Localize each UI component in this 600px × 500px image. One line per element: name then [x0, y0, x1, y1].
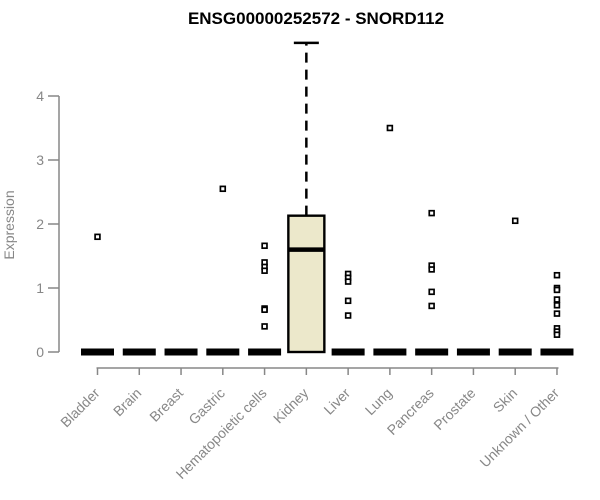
outlier-point — [261, 306, 268, 314]
outlier-point — [553, 271, 561, 279]
outlier-point — [511, 217, 519, 225]
x-tick-label: Breast — [146, 385, 186, 425]
collapsed-box-hematopoietic-cells — [248, 348, 282, 356]
collapsed-box-brain — [122, 348, 156, 356]
x-tick-label: Prostate — [430, 385, 478, 433]
y-tick-label: 2 — [36, 216, 44, 232]
outlier-point — [428, 302, 435, 310]
collapsed-box-breast — [164, 348, 198, 356]
outlier-point — [386, 124, 394, 132]
collapsed-box-prostate — [456, 348, 490, 356]
collapsed-box-liver — [331, 348, 365, 356]
y-tick-label: 3 — [36, 152, 44, 168]
outlier-point — [428, 209, 435, 217]
x-tick-label: Skin — [490, 385, 521, 416]
collapsed-box-gastric — [206, 348, 240, 356]
x-tick-label: Kidney — [270, 385, 312, 427]
box-kidney — [287, 214, 326, 354]
collapsed-box-bladder — [81, 348, 114, 356]
x-tick-label: Brain — [110, 385, 144, 419]
collapsed-box-pancreas — [415, 348, 449, 356]
outlier-point — [344, 312, 352, 319]
outlier-point — [94, 233, 101, 241]
collapsed-box-lung — [373, 348, 407, 356]
outlier-point — [219, 185, 227, 193]
chart-title: ENSG00000252572 - SNORD112 — [188, 9, 444, 28]
collapsed-box-unknown-other — [540, 348, 574, 356]
outlier-point — [261, 267, 268, 274]
x-tick-label: Bladder — [57, 385, 103, 431]
outlier-point — [553, 310, 561, 317]
y-axis-label: Expression — [1, 190, 17, 259]
outlier-point — [553, 296, 561, 303]
y-tick-label: 0 — [36, 344, 44, 360]
outlier-point — [344, 297, 352, 305]
y-tick-label: 1 — [36, 280, 44, 296]
outlier-point — [428, 288, 435, 296]
outlier-point — [344, 278, 352, 285]
outlier-point — [553, 286, 561, 294]
outlier-point — [553, 302, 561, 309]
x-tick-label: Unknown / Other — [476, 385, 562, 471]
outlier-point — [261, 242, 268, 250]
outlier-point — [428, 266, 435, 273]
outlier-point — [261, 323, 268, 330]
outlier-point — [553, 331, 561, 338]
x-tick-label: Liver — [320, 385, 353, 418]
x-tick-label: Lung — [362, 385, 395, 418]
y-tick-label: 4 — [36, 88, 44, 104]
collapsed-box-skin — [498, 348, 532, 356]
